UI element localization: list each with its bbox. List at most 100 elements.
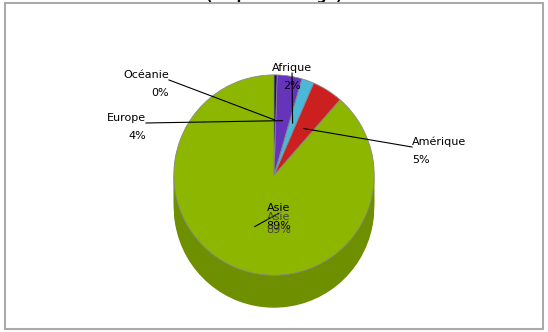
Wedge shape bbox=[274, 80, 302, 181]
Wedge shape bbox=[274, 89, 277, 190]
Wedge shape bbox=[274, 77, 277, 177]
Wedge shape bbox=[274, 93, 277, 193]
Wedge shape bbox=[274, 83, 340, 175]
Wedge shape bbox=[274, 79, 313, 175]
Wedge shape bbox=[274, 116, 340, 208]
Text: 89%: 89% bbox=[266, 225, 292, 235]
Wedge shape bbox=[174, 80, 374, 281]
Text: Asie: Asie bbox=[267, 203, 290, 213]
Wedge shape bbox=[274, 106, 302, 206]
Wedge shape bbox=[274, 101, 340, 193]
Wedge shape bbox=[274, 93, 302, 193]
Wedge shape bbox=[274, 110, 313, 206]
Wedge shape bbox=[274, 91, 277, 191]
Wedge shape bbox=[274, 106, 313, 202]
Wedge shape bbox=[274, 108, 302, 208]
Wedge shape bbox=[274, 101, 313, 197]
Wedge shape bbox=[274, 98, 302, 199]
Wedge shape bbox=[274, 80, 277, 181]
Wedge shape bbox=[274, 106, 277, 206]
Text: 0%: 0% bbox=[151, 88, 169, 98]
Wedge shape bbox=[274, 91, 302, 191]
Wedge shape bbox=[274, 103, 340, 195]
Text: Asie: Asie bbox=[267, 212, 290, 222]
Wedge shape bbox=[174, 82, 374, 283]
Wedge shape bbox=[274, 107, 340, 199]
Wedge shape bbox=[274, 105, 340, 197]
Wedge shape bbox=[174, 78, 374, 279]
Text: 4%: 4% bbox=[128, 131, 146, 141]
Wedge shape bbox=[274, 98, 277, 199]
Wedge shape bbox=[274, 89, 302, 190]
Wedge shape bbox=[274, 97, 313, 193]
Wedge shape bbox=[274, 84, 302, 184]
Wedge shape bbox=[274, 92, 340, 184]
Wedge shape bbox=[274, 75, 302, 175]
Wedge shape bbox=[174, 89, 374, 290]
Wedge shape bbox=[274, 102, 302, 202]
Text: Amérique: Amérique bbox=[412, 136, 466, 147]
Wedge shape bbox=[174, 88, 374, 288]
Text: Europe: Europe bbox=[107, 113, 146, 123]
Wedge shape bbox=[274, 114, 340, 206]
Wedge shape bbox=[274, 104, 302, 204]
Wedge shape bbox=[174, 86, 374, 286]
Wedge shape bbox=[274, 111, 313, 208]
Wedge shape bbox=[274, 112, 340, 204]
Wedge shape bbox=[274, 87, 340, 179]
Wedge shape bbox=[274, 104, 277, 204]
Wedge shape bbox=[274, 99, 340, 191]
Wedge shape bbox=[274, 98, 340, 190]
Wedge shape bbox=[174, 97, 374, 297]
Wedge shape bbox=[274, 81, 313, 177]
Wedge shape bbox=[274, 95, 313, 191]
Wedge shape bbox=[274, 88, 313, 184]
Wedge shape bbox=[274, 95, 277, 195]
Wedge shape bbox=[174, 84, 374, 284]
Text: Océanie: Océanie bbox=[123, 70, 169, 80]
Wedge shape bbox=[174, 107, 374, 308]
Wedge shape bbox=[274, 104, 313, 200]
Wedge shape bbox=[174, 75, 374, 275]
Wedge shape bbox=[274, 86, 302, 186]
Wedge shape bbox=[274, 97, 277, 197]
Wedge shape bbox=[274, 88, 340, 181]
Wedge shape bbox=[274, 84, 277, 184]
Wedge shape bbox=[274, 82, 313, 179]
Wedge shape bbox=[274, 93, 313, 190]
Wedge shape bbox=[274, 90, 340, 182]
Wedge shape bbox=[174, 104, 374, 304]
Wedge shape bbox=[274, 77, 302, 177]
Wedge shape bbox=[174, 77, 374, 277]
Wedge shape bbox=[174, 106, 374, 306]
Wedge shape bbox=[274, 90, 313, 186]
Wedge shape bbox=[174, 100, 374, 300]
Wedge shape bbox=[174, 95, 374, 295]
Wedge shape bbox=[274, 88, 277, 188]
Wedge shape bbox=[274, 97, 302, 197]
Wedge shape bbox=[274, 75, 277, 175]
Wedge shape bbox=[274, 107, 277, 208]
Wedge shape bbox=[174, 102, 374, 302]
Wedge shape bbox=[274, 102, 277, 202]
Wedge shape bbox=[174, 98, 374, 299]
Wedge shape bbox=[274, 95, 302, 195]
Wedge shape bbox=[274, 102, 313, 199]
Wedge shape bbox=[274, 96, 340, 188]
Wedge shape bbox=[274, 85, 340, 177]
Text: 2%: 2% bbox=[283, 81, 301, 91]
Wedge shape bbox=[274, 108, 340, 200]
Wedge shape bbox=[274, 79, 302, 179]
Wedge shape bbox=[274, 108, 313, 204]
Text: 5%: 5% bbox=[412, 155, 430, 165]
Wedge shape bbox=[274, 84, 313, 181]
Wedge shape bbox=[274, 78, 277, 179]
Wedge shape bbox=[274, 99, 313, 195]
Wedge shape bbox=[274, 100, 277, 200]
Wedge shape bbox=[274, 82, 302, 182]
Wedge shape bbox=[274, 91, 313, 188]
Wedge shape bbox=[274, 86, 313, 182]
Wedge shape bbox=[274, 86, 277, 186]
Wedge shape bbox=[174, 91, 374, 291]
Text: 89%: 89% bbox=[266, 221, 292, 231]
